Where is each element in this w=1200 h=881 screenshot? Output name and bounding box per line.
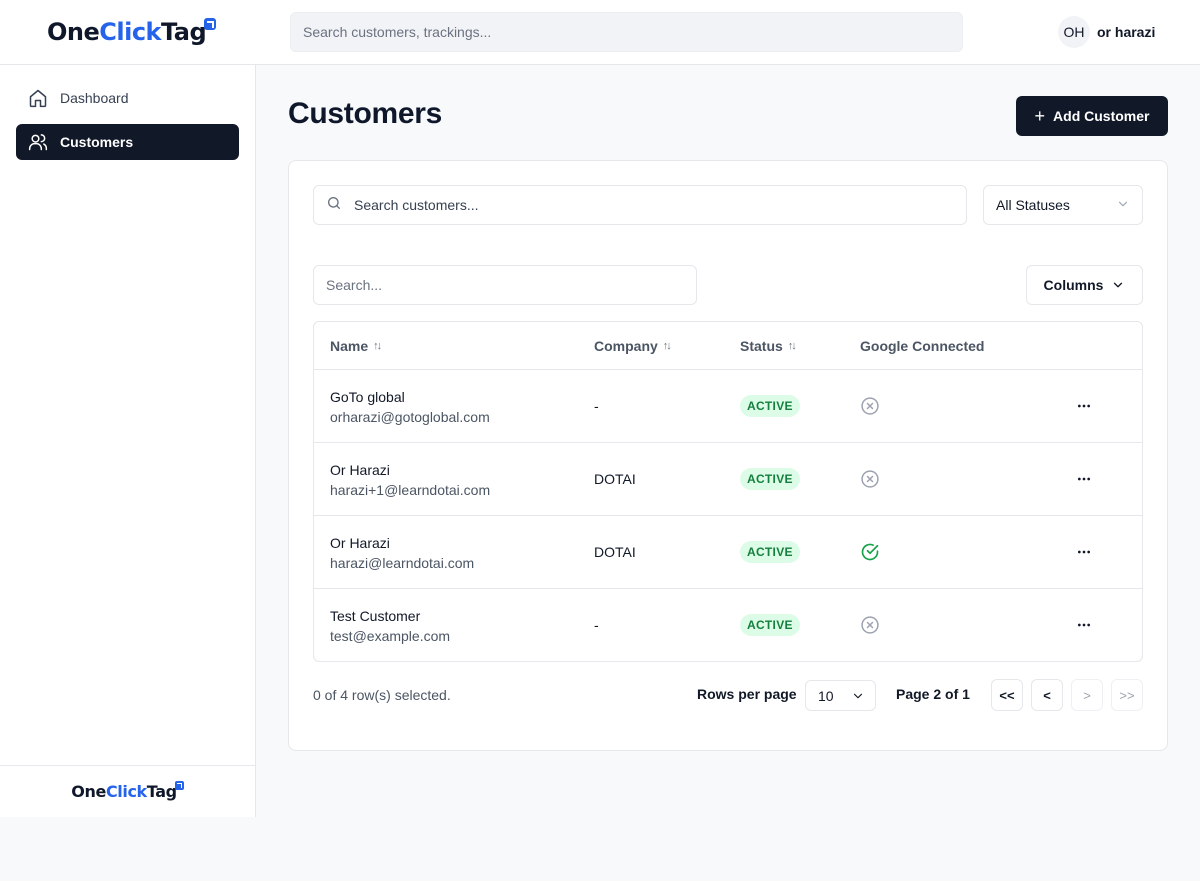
customers-table: Name ↑↓ Company ↑↓ Status ↑↓ Google Connect… — [313, 321, 1143, 662]
sidebar-item-customers[interactable]: Customers — [16, 124, 239, 160]
logo-text-tag: Tag — [161, 18, 207, 46]
row-actions-icon[interactable] — [1072, 613, 1096, 637]
status-filter-select[interactable]: All Statuses — [983, 185, 1143, 225]
column-header-label: Company — [594, 338, 658, 354]
customer-cell: Test Customer test@example.com — [330, 606, 450, 646]
previous-page-button[interactable]: < — [1031, 679, 1063, 711]
customer-company: DOTAI — [594, 471, 636, 487]
next-page-button[interactable]: > — [1071, 679, 1103, 711]
sort-icon: ↑↓ — [787, 340, 797, 352]
column-header-label: Google Connected — [860, 338, 985, 354]
sort-icon: ↑↓ — [662, 340, 672, 352]
rows-per-page-value: 10 — [818, 687, 834, 704]
logo-text-one: One — [47, 18, 100, 46]
not-connected-icon — [860, 469, 880, 489]
sidebar-item-label: Customers — [60, 134, 134, 150]
customer-email: orharazi@gotoglobal.com — [330, 409, 490, 425]
chevron-down-icon — [1116, 197, 1130, 214]
last-page-button[interactable]: >> — [1111, 679, 1143, 711]
row-actions-icon[interactable] — [1072, 540, 1096, 564]
plus-icon: + — [1034, 106, 1046, 126]
status-filter-value: All Statuses — [996, 197, 1070, 213]
chevron-down-icon — [853, 693, 863, 698]
customer-name: Test Customer — [330, 608, 421, 624]
column-header-name[interactable]: Name ↑↓ — [330, 322, 382, 370]
sidebar-item-label: Dashboard — [60, 90, 129, 106]
footer-logo-text-click: Click — [105, 782, 147, 801]
columns-button-label: Columns — [1043, 277, 1104, 293]
table-row[interactable]: Or Harazi harazi@learndotai.com DOTAI AC… — [314, 516, 1142, 589]
customer-name: Or Harazi — [330, 535, 390, 551]
table-header: Name ↑↓ Company ↑↓ Status ↑↓ Google Connect… — [314, 322, 1142, 370]
home-icon — [28, 88, 48, 108]
chevron-down-icon — [1114, 282, 1123, 288]
sort-icon: ↑↓ — [373, 340, 382, 352]
column-header-company[interactable]: Company ↑↓ — [594, 322, 672, 370]
customer-email: harazi@learndotai.com — [330, 555, 475, 571]
footer-logo: One Click Tag — [71, 781, 184, 801]
customer-email: test@example.com — [330, 628, 451, 644]
global-search-input[interactable] — [290, 12, 963, 52]
row-actions-icon[interactable] — [1072, 394, 1096, 418]
status-badge: ACTIVE — [740, 614, 800, 636]
customer-name: GoTo global — [330, 389, 405, 405]
table-row[interactable]: GoTo global orharazi@gotoglobal.com - AC… — [314, 370, 1142, 443]
user-name: or harazi — [1097, 24, 1156, 40]
users-icon — [28, 132, 48, 152]
app-logo[interactable]: One Click Tag — [47, 14, 217, 50]
customer-search-field[interactable] — [313, 185, 967, 225]
column-header-label: Name — [330, 338, 369, 354]
page-info: Page 2 of 1 — [896, 686, 970, 702]
rows-per-page-select[interactable]: 10 — [805, 680, 876, 711]
customer-company: - — [594, 398, 599, 414]
connected-check-icon — [860, 542, 880, 562]
customer-cell: Or Harazi harazi+1@learndotai.com — [330, 460, 490, 500]
page-title: Customers — [288, 97, 443, 130]
first-page-button[interactable]: << — [991, 679, 1023, 711]
footer-logo-text-one: One — [71, 782, 106, 801]
column-header-label: Status — [740, 338, 783, 354]
status-badge: ACTIVE — [740, 395, 800, 417]
sidebar-item-dashboard[interactable]: Dashboard — [16, 80, 239, 116]
column-header-google-connected: Google Connected — [860, 322, 984, 370]
status-badge: ACTIVE — [740, 541, 800, 563]
columns-button[interactable]: Columns — [1026, 265, 1143, 305]
not-connected-icon — [860, 615, 880, 635]
user-menu[interactable]: OH or harazi — [1058, 16, 1155, 48]
column-header-status[interactable]: Status ↑↓ — [740, 322, 797, 370]
not-connected-icon — [860, 396, 880, 416]
table-search-input[interactable] — [313, 265, 697, 305]
logo-text-click: Click — [99, 18, 162, 46]
rows-per-page-label: Rows per page — [697, 686, 797, 702]
sidebar-footer: One Click Tag — [0, 765, 255, 817]
selection-count: 0 of 4 row(s) selected. — [313, 687, 451, 703]
status-badge: ACTIVE — [740, 468, 800, 490]
add-customer-label: Add Customer — [1053, 108, 1150, 124]
avatar[interactable]: OH — [1058, 16, 1090, 48]
customers-card: All Statuses Columns Name ↑↓ Company ↑↓ St… — [288, 160, 1168, 751]
customer-email: harazi+1@learndotai.com — [330, 482, 491, 498]
sidebar: Dashboard Customers One Click Tag — [0, 65, 256, 817]
table-row[interactable]: Or Harazi harazi+1@learndotai.com DOTAI … — [314, 443, 1142, 516]
table-row[interactable]: Test Customer test@example.com - ACTIVE — [314, 589, 1142, 661]
customer-search-input[interactable] — [354, 197, 934, 213]
row-actions-icon[interactable] — [1072, 467, 1096, 491]
logo-arrow-icon — [174, 781, 184, 790]
footer-logo-text-tag: Tag — [146, 782, 177, 801]
logo-arrow-icon — [204, 18, 217, 30]
customer-company: - — [594, 617, 599, 633]
customer-cell: Or Harazi harazi@learndotai.com — [330, 533, 474, 573]
add-customer-button[interactable]: + Add Customer — [1016, 96, 1168, 136]
customer-cell: GoTo global orharazi@gotoglobal.com — [330, 387, 490, 427]
customer-company: DOTAI — [594, 544, 636, 560]
search-icon — [326, 195, 342, 216]
customer-name: Or Harazi — [330, 462, 390, 478]
